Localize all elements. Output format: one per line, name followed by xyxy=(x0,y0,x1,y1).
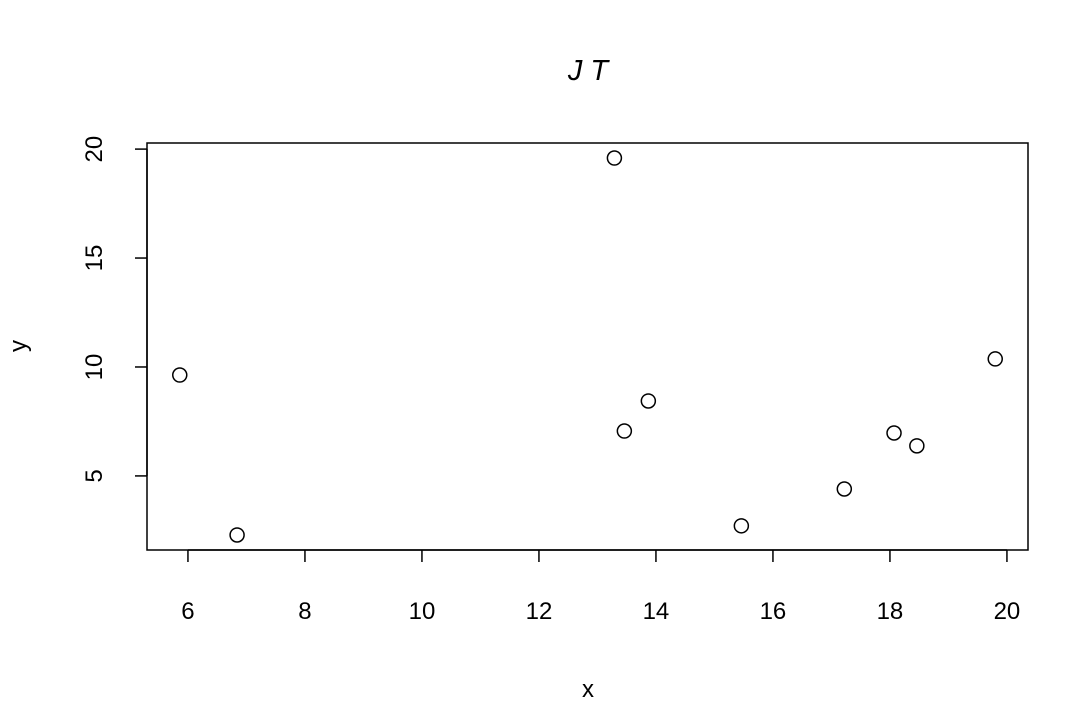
data-point xyxy=(606,150,623,166)
data-point xyxy=(836,481,853,497)
x-tick-label: 14 xyxy=(643,598,670,625)
x-tick-label: 6 xyxy=(181,598,194,625)
data-point xyxy=(616,423,633,439)
plot-box xyxy=(146,142,1029,551)
chart-title: J T xyxy=(567,55,611,87)
data-point xyxy=(886,425,902,441)
x-tick-label: 10 xyxy=(409,598,436,625)
data-point xyxy=(172,367,188,383)
y-axis: 5 10 15 20 xyxy=(81,136,148,483)
x-tick-label: 18 xyxy=(877,598,904,625)
data-point xyxy=(987,351,1003,367)
x-axis: 6 8 10 12 14 16 18 20 xyxy=(181,549,1021,625)
x-tick-label: 16 xyxy=(760,598,787,625)
y-tick-label: 10 xyxy=(81,354,108,381)
y-tick-label: 15 xyxy=(81,245,108,272)
points xyxy=(172,150,1003,543)
y-axis-label: y xyxy=(5,340,32,352)
data-point xyxy=(229,527,245,543)
data-point xyxy=(909,438,925,454)
data-point xyxy=(640,393,657,409)
x-tick-label: 20 xyxy=(994,598,1021,625)
x-tick-label: 12 xyxy=(526,598,553,625)
x-tick-label: 8 xyxy=(298,598,311,625)
y-tick-label: 20 xyxy=(81,136,108,163)
y-tick-label: 5 xyxy=(81,469,108,482)
x-axis-label: x xyxy=(582,676,594,703)
data-point xyxy=(733,518,750,534)
